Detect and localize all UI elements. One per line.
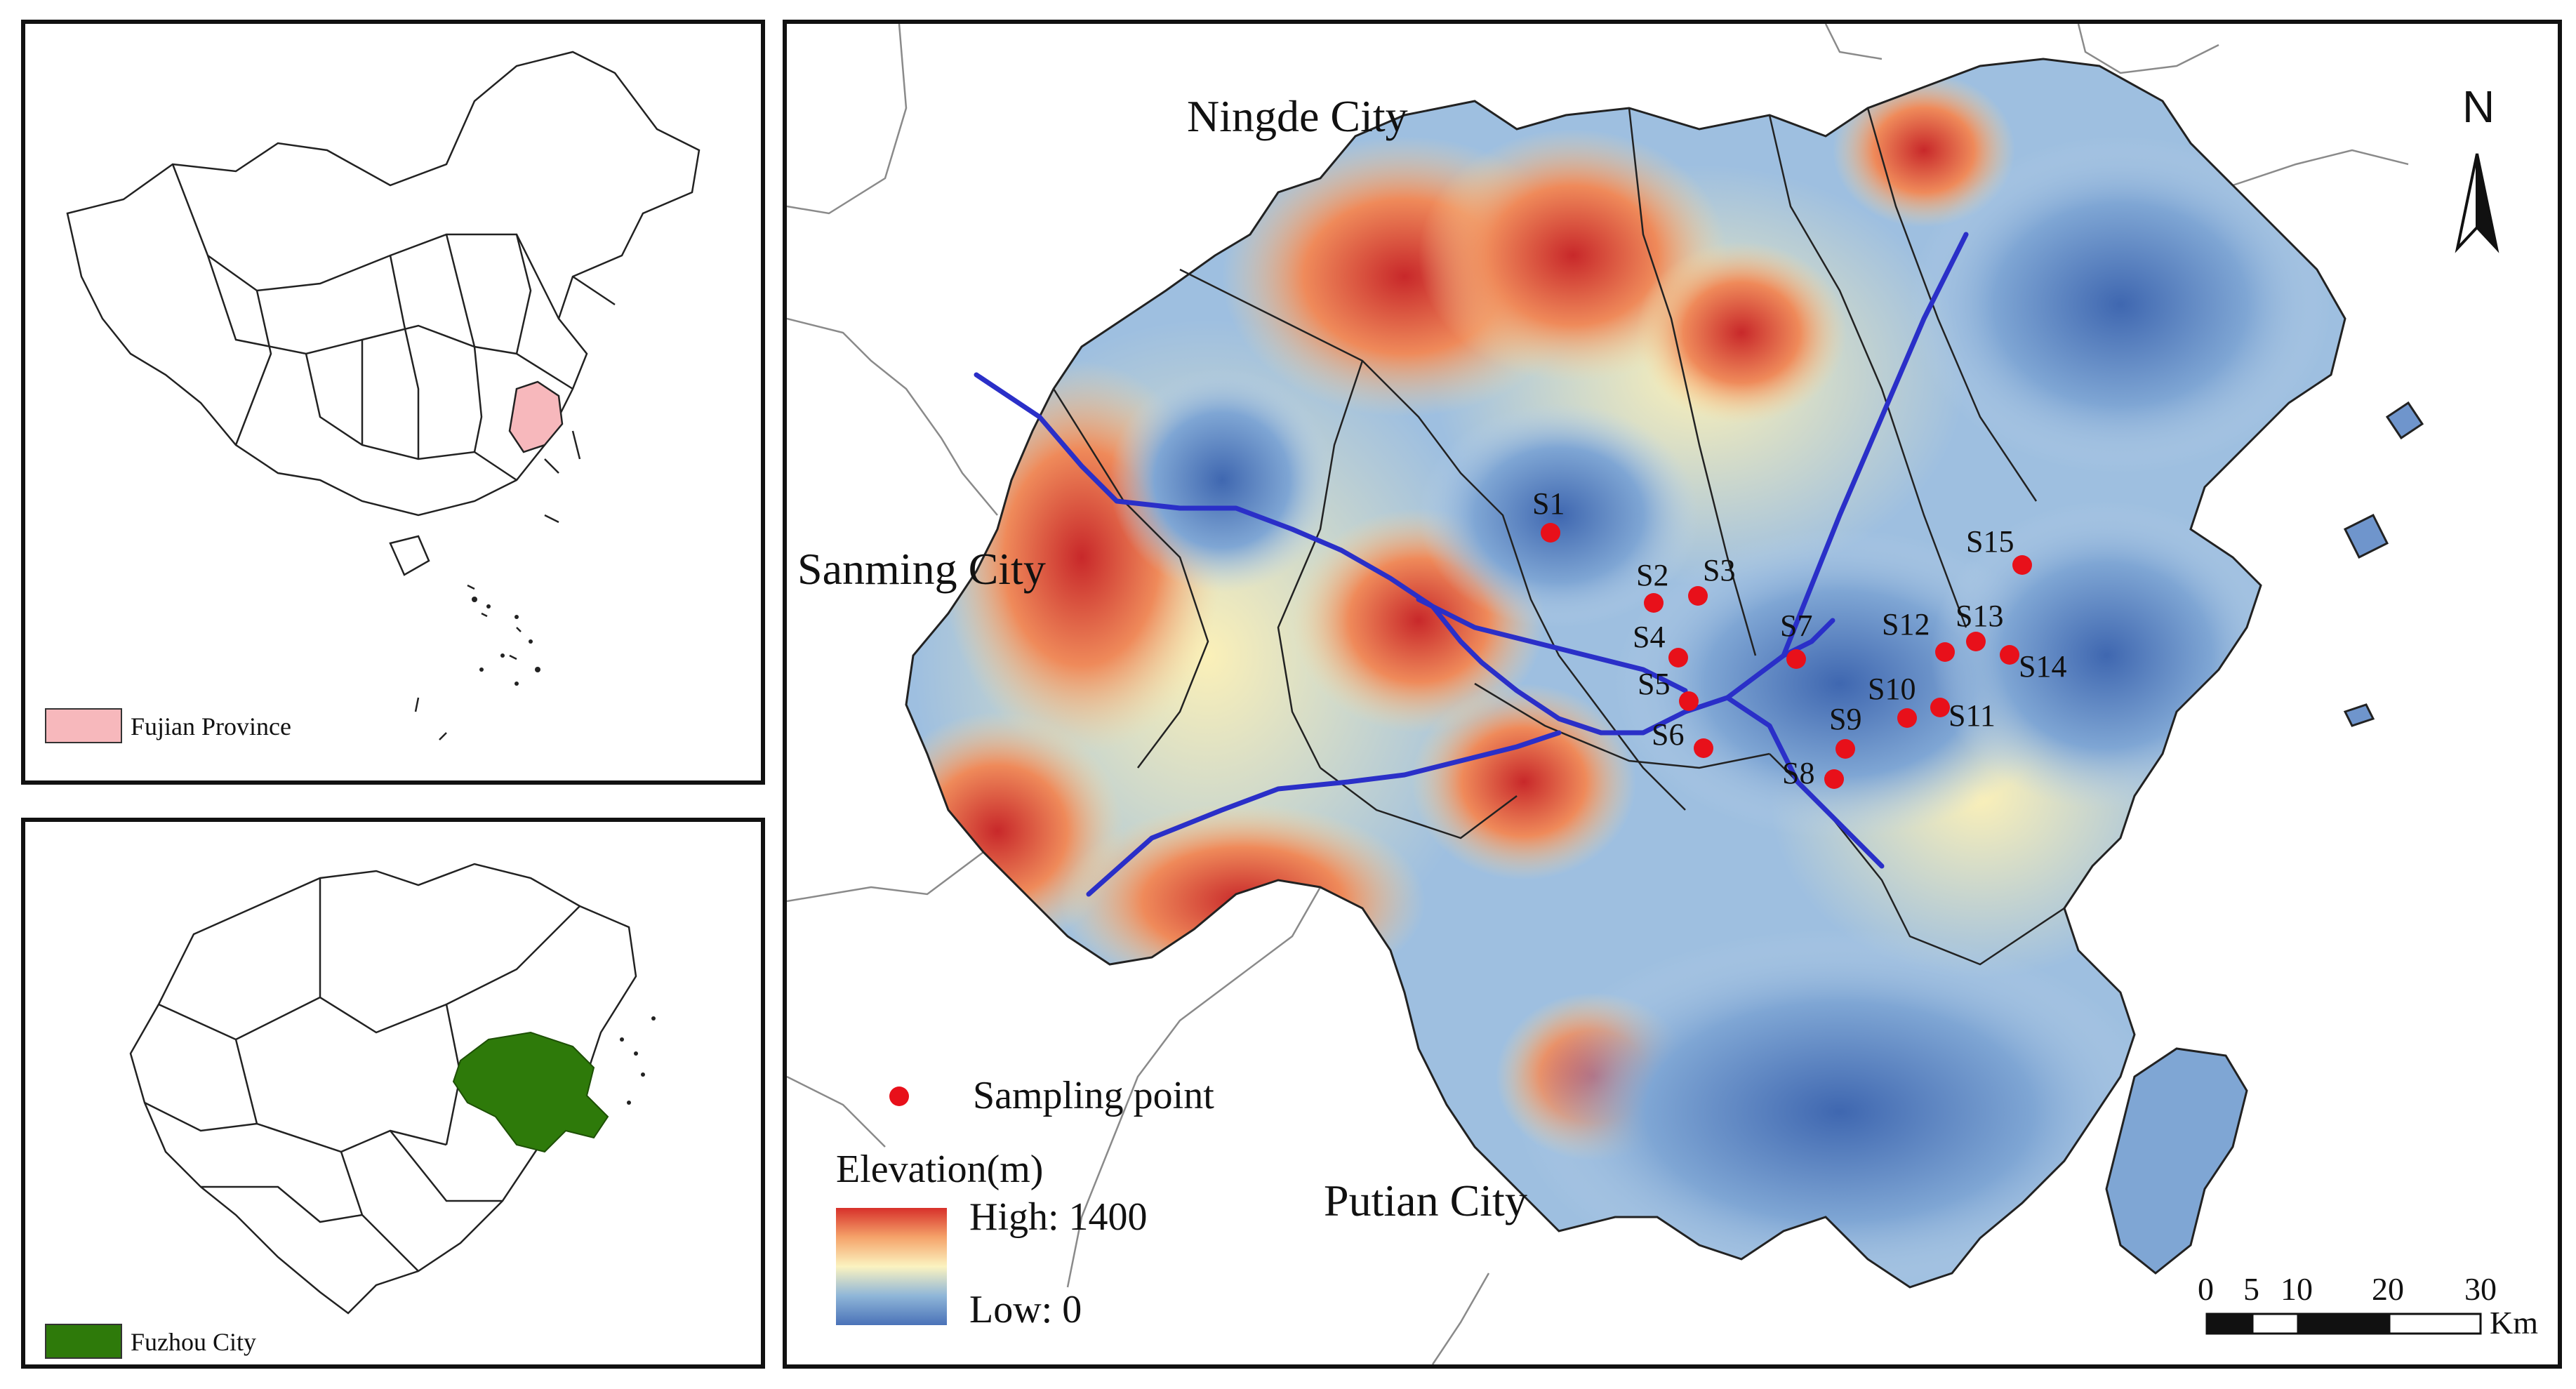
svg-text:S5: S5 [1638,667,1670,701]
fujian-outline-map [129,863,656,1315]
sampling-point-s2[interactable]: S2 [1636,558,1668,613]
inset-fujian-map: Fuzhou City [21,818,765,1369]
sampling-point-s8[interactable]: S8 [1782,756,1844,790]
sampling-point-s9[interactable]: S9 [1829,702,1861,759]
china-outline-map [66,51,701,740]
svg-text:S7: S7 [1780,609,1812,643]
sampling-point-s14[interactable]: S14 [2000,645,2066,684]
svg-text:30: 30 [2464,1271,2497,1307]
svg-text:S4: S4 [1633,620,1665,654]
min-river [974,232,1969,897]
elevation-map-canvas: S1 S2 S3 S4 S5 S6 S7 S8 S9 S10 S11 S12 S… [787,24,2538,1364]
neighbor-boundaries [787,24,2409,1364]
sampling-point-s12[interactable]: S12 [1882,607,1955,662]
svg-text:S15: S15 [1966,524,2014,559]
sampling-point-s5[interactable]: S5 [1638,667,1699,711]
fuzhou-legend-label: Fuzhou City [131,1328,257,1356]
sampling-point-s7[interactable]: S7 [1780,609,1812,669]
sampling-point-s4[interactable]: S4 [1633,620,1688,667]
svg-text:5: 5 [2243,1271,2259,1307]
fujian-province-highlight [508,380,564,453]
ningde-city-label: Ningde City [1187,91,1408,141]
elevation-legend-low: Low: 0 [969,1288,1082,1331]
inset-china-map: Fujian Province [21,20,765,785]
svg-text:S1: S1 [1532,486,1565,521]
svg-text:S13: S13 [1956,599,2003,633]
main-elevation-map: S1 S2 S3 S4 S5 S6 S7 S8 S9 S10 S11 S12 S… [783,20,2562,1369]
svg-text:S14: S14 [2019,649,2066,684]
svg-text:Km: Km [2490,1305,2538,1341]
svg-text:S9: S9 [1829,702,1861,736]
sampling-point-s15[interactable]: S15 [1966,524,2032,575]
putian-city-label: Putian City [1324,1176,1527,1225]
sampling-point-s10[interactable]: S10 [1868,672,1917,728]
svg-text:S12: S12 [1882,607,1930,642]
sanming-city-label: Sanming City [797,544,1046,594]
fuzhou-legend-swatch [45,1324,122,1359]
sampling-points-layer: S1 S2 S3 S4 S5 S6 S7 S8 S9 S10 S11 S12 S… [1532,486,2066,790]
svg-text:S2: S2 [1636,558,1668,592]
north-arrow-icon: N [2455,81,2499,253]
svg-text:0: 0 [2198,1271,2214,1307]
svg-text:20: 20 [2372,1271,2404,1307]
fujian-legend-swatch [45,708,122,743]
sampling-point-s13[interactable]: S13 [1956,599,2003,651]
fuzhou-city-highlight [452,1031,609,1153]
svg-text:S10: S10 [1868,672,1916,706]
svg-text:S3: S3 [1703,553,1735,587]
sampling-legend-label: Sampling point [973,1074,1214,1117]
sampling-point-s3[interactable]: S3 [1688,553,1735,606]
svg-text:S6: S6 [1652,717,1684,752]
svg-text:S11: S11 [1948,698,1996,733]
svg-text:10: 10 [2280,1271,2313,1307]
elevation-color-ramp [836,1208,947,1325]
sampling-point-s1[interactable]: S1 [1532,486,1565,543]
elevation-raster [906,59,2345,1287]
fujian-legend-label: Fujian Province [131,712,291,740]
sampling-point-s11[interactable]: S11 [1930,698,1996,733]
elevation-legend-high: High: 1400 [969,1195,1148,1239]
scale-bar: 0 5 10 20 30 Km [2198,1271,2538,1341]
offshore-islands [2105,401,2424,1275]
sampling-point-s6[interactable]: S6 [1652,717,1713,758]
sampling-legend-marker [889,1086,909,1106]
svg-text:S8: S8 [1782,756,1814,790]
svg-text:N: N [2462,81,2495,132]
elevation-legend-title: Elevation(m) [836,1148,1044,1191]
